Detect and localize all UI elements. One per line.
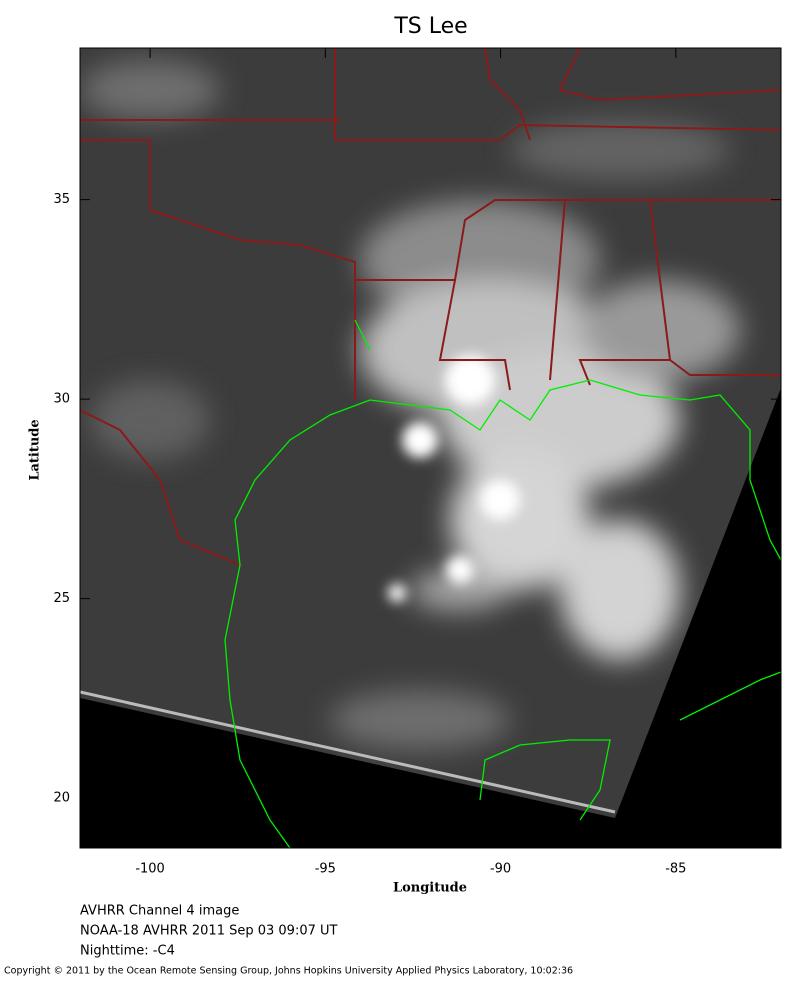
x-tick-label: -95 bbox=[315, 862, 336, 877]
caption-line: AVHRR Channel 4 image bbox=[80, 904, 239, 919]
map-frame bbox=[79, 47, 782, 849]
y-axis-label: Latitude bbox=[28, 419, 43, 480]
x-tick-label: -85 bbox=[665, 862, 686, 877]
x-tick-label: -100 bbox=[135, 862, 165, 877]
title: TS Lee bbox=[393, 14, 467, 39]
y-tick-label: 20 bbox=[53, 791, 70, 806]
x-tick-label: -90 bbox=[490, 862, 511, 877]
caption-line: NOAA-18 AVHRR 2011 Sep 03 09:07 UT bbox=[80, 924, 338, 939]
y-tick-label: 30 bbox=[53, 392, 70, 407]
borders bbox=[80, 48, 781, 566]
coastlines bbox=[224, 319, 781, 848]
satellite-image bbox=[80, 48, 781, 848]
y-tick-label: 35 bbox=[53, 192, 70, 207]
y-tick-label: 25 bbox=[53, 591, 70, 606]
caption-line: Nighttime: -C4 bbox=[80, 944, 175, 959]
axes: -100 -95 -90 -85 20 25 30 35 bbox=[53, 48, 781, 877]
x-axis-label: Longitude bbox=[393, 881, 467, 896]
copyright: Copyright © 2011 by the Ocean Remote Sen… bbox=[4, 966, 573, 977]
